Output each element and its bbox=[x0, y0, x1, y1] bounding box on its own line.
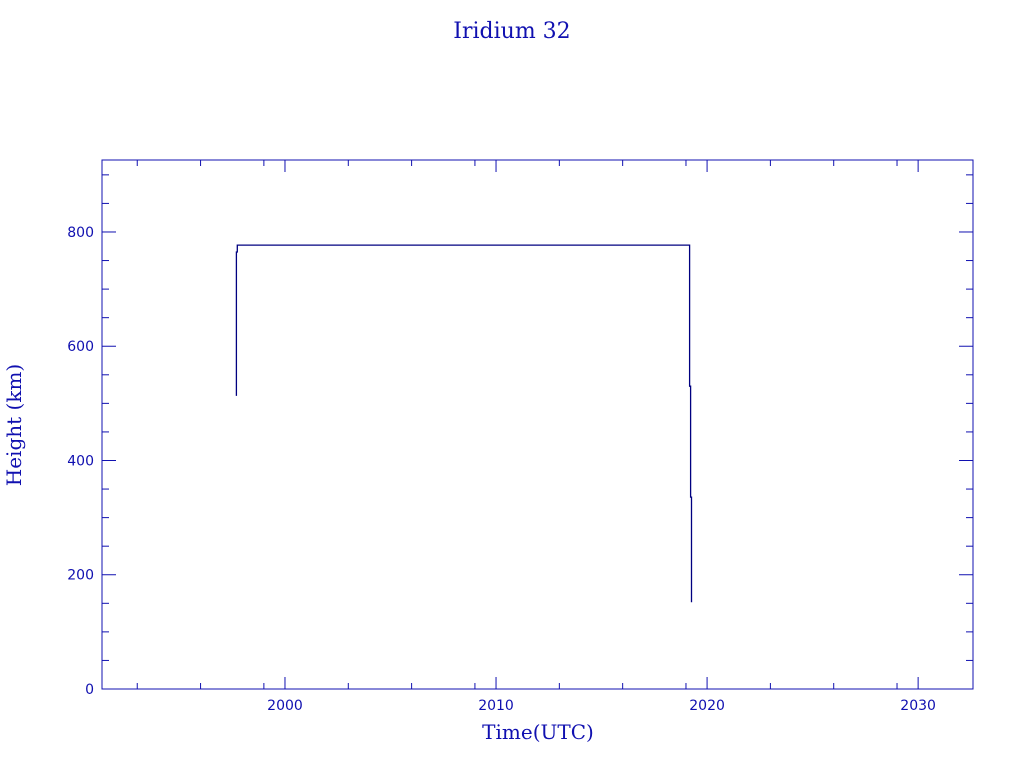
y-tick-label: 400 bbox=[67, 453, 94, 469]
chart-title: Iridium 32 bbox=[453, 19, 570, 44]
tick-labels: 2000 2010 2020 2030 0 200 400 600 800 bbox=[67, 225, 936, 714]
y-tick-label: 0 bbox=[85, 682, 94, 698]
y-tick-label: 200 bbox=[67, 568, 94, 584]
x-tick-label: 2030 bbox=[900, 698, 936, 714]
axis-ticks bbox=[102, 160, 973, 690]
height-series-line bbox=[235, 244, 693, 603]
x-tick-label: 2000 bbox=[267, 698, 303, 714]
y-tick-label: 800 bbox=[67, 225, 94, 241]
y-axis-label: Height (km) bbox=[2, 364, 26, 486]
y-tick-label: 600 bbox=[67, 339, 94, 355]
x-axis-label: Time(UTC) bbox=[482, 720, 594, 744]
plot-frame bbox=[101, 159, 974, 690]
series-group bbox=[235, 244, 693, 603]
x-tick-label: 2010 bbox=[478, 698, 514, 714]
x-tick-label: 2020 bbox=[689, 698, 725, 714]
